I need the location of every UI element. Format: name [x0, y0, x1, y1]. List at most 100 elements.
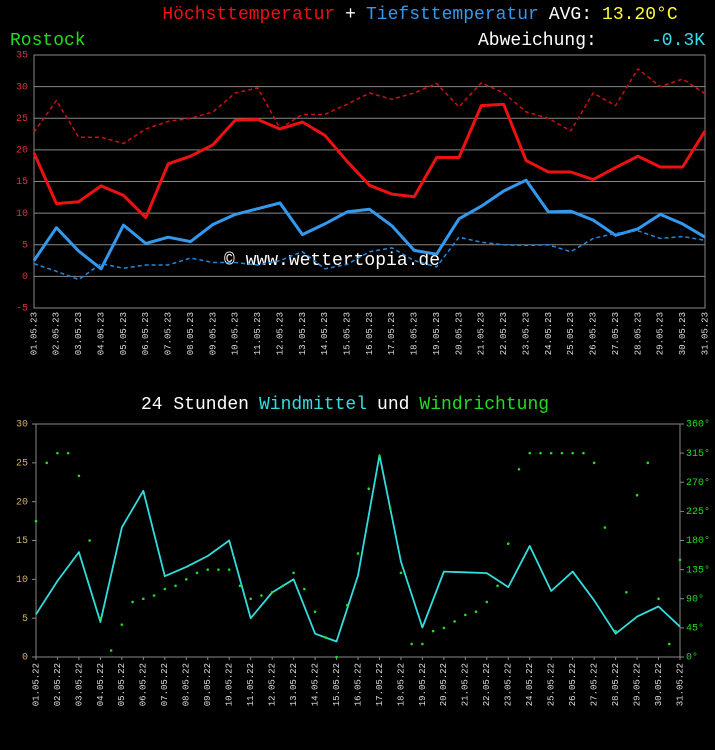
x-tick-label: 22.05.22 — [482, 663, 492, 706]
x-tick-label: 07.05.22 — [160, 663, 170, 706]
title-part: Höchsttemperatur — [162, 5, 335, 25]
direction-point — [184, 578, 188, 581]
direction-point — [560, 451, 564, 455]
series-line — [35, 454, 681, 643]
y-tick-label: 25 — [16, 458, 28, 469]
direction-point — [131, 600, 134, 604]
watermark: © www.wettertopia.de — [224, 251, 440, 271]
x-tick-label: 23.05.23 — [521, 312, 531, 355]
direction-point — [528, 451, 532, 455]
series-line — [33, 230, 706, 281]
y-tick-label: 5 — [22, 240, 28, 251]
direction-point — [592, 461, 596, 465]
deviation-value: -0.3K — [651, 31, 705, 51]
x-tick-label: 12.05.23 — [275, 312, 285, 355]
direction-point — [34, 519, 38, 523]
direction-point — [217, 568, 220, 571]
x-tick-label: 13.05.23 — [298, 312, 308, 355]
x-tick-label: 10.05.23 — [231, 312, 241, 355]
direction-point — [174, 584, 177, 588]
x-tick-label: 13.05.22 — [289, 663, 299, 706]
direction-point — [249, 597, 252, 601]
x-tick-label: 09.05.23 — [208, 312, 218, 355]
y-tick-label: 5 — [22, 614, 28, 625]
x-tick-label: 02.05.23 — [52, 312, 62, 355]
direction-point — [517, 468, 521, 471]
y2-tick-label: 180° — [686, 535, 710, 547]
x-tick-label: 15.05.23 — [343, 312, 353, 355]
x-tick-label: 21.05.23 — [477, 312, 487, 355]
y-tick-label: 35 — [16, 51, 28, 62]
x-tick-label: 11.05.22 — [246, 663, 256, 706]
direction-point — [66, 451, 70, 455]
y-tick-label: 15 — [16, 177, 28, 188]
direction-point — [496, 584, 499, 588]
x-tick-label: 17.05.22 — [375, 663, 385, 706]
title-part: 24 Stunden — [141, 395, 249, 415]
x-tick-label: 24.05.22 — [525, 663, 535, 706]
direction-point — [431, 629, 435, 633]
direction-point — [227, 568, 231, 571]
y2-tick-label: 225° — [686, 506, 710, 518]
direction-point — [635, 493, 639, 497]
direction-point — [45, 461, 49, 465]
x-tick-label: 19.05.22 — [418, 663, 428, 706]
direction-point — [410, 642, 413, 646]
direction-point — [303, 587, 306, 591]
x-tick-label: 28.05.22 — [611, 663, 621, 706]
direction-point — [657, 597, 660, 601]
x-tick-label: 23.05.22 — [504, 663, 514, 706]
y-tick-label: -5 — [16, 304, 28, 315]
series-line — [33, 68, 706, 145]
y2-tick-label: 0° — [686, 652, 698, 664]
x-tick-label: 27.05.23 — [611, 312, 621, 355]
title-part: 13.20°C — [602, 5, 678, 25]
x-tick-label: 05.05.23 — [119, 312, 129, 355]
direction-point — [195, 571, 199, 575]
direction-point — [152, 594, 156, 597]
y-tick-label: 15 — [16, 536, 28, 547]
direction-point — [324, 636, 328, 639]
chart-title: 24 Stunden Windmittel und Windrichtung — [141, 395, 549, 415]
direction-point — [313, 610, 317, 613]
direction-point — [388, 506, 392, 510]
y-tick-label: 30 — [16, 82, 28, 93]
x-tick-label: 05.05.22 — [117, 663, 127, 706]
series-line — [32, 178, 706, 271]
x-tick-label: 21.05.22 — [461, 663, 471, 706]
direction-point — [646, 461, 650, 465]
x-tick-label: 04.05.22 — [96, 663, 106, 706]
direction-point — [539, 451, 542, 455]
x-tick-label: 06.05.22 — [139, 663, 149, 706]
direction-point — [120, 623, 124, 626]
x-tick-label: 18.05.22 — [396, 663, 406, 706]
direction-point — [453, 620, 456, 623]
y-tick-label: 20 — [16, 146, 28, 157]
direction-point — [77, 474, 81, 478]
x-tick-label: 04.05.23 — [96, 312, 106, 355]
direction-point — [625, 590, 628, 594]
x-tick-label: 31.05.23 — [700, 312, 710, 355]
title-part: + — [345, 5, 356, 25]
x-tick-label: 26.05.23 — [589, 312, 599, 355]
x-tick-label: 19.05.23 — [432, 312, 442, 355]
x-tick-label: 03.05.22 — [74, 663, 84, 706]
direction-point — [260, 594, 263, 597]
direction-point — [292, 571, 295, 575]
y-tick-label: 20 — [16, 497, 28, 508]
x-tick-label: 18.05.23 — [410, 312, 420, 355]
y-tick-label: 25 — [16, 114, 28, 125]
x-tick-label: 11.05.23 — [253, 312, 263, 355]
y2-tick-label: 270° — [686, 477, 710, 489]
x-tick-label: 24.05.23 — [544, 312, 554, 355]
direction-point — [582, 451, 585, 455]
x-tick-label: 29.05.23 — [656, 312, 666, 355]
x-tick-label: 29.05.22 — [632, 663, 642, 706]
x-tick-label: 01.05.22 — [31, 663, 41, 706]
direction-point — [281, 584, 285, 588]
direction-point — [485, 600, 489, 604]
direction-point — [421, 642, 424, 646]
title-part: Tiefsttemperatur — [366, 5, 539, 25]
